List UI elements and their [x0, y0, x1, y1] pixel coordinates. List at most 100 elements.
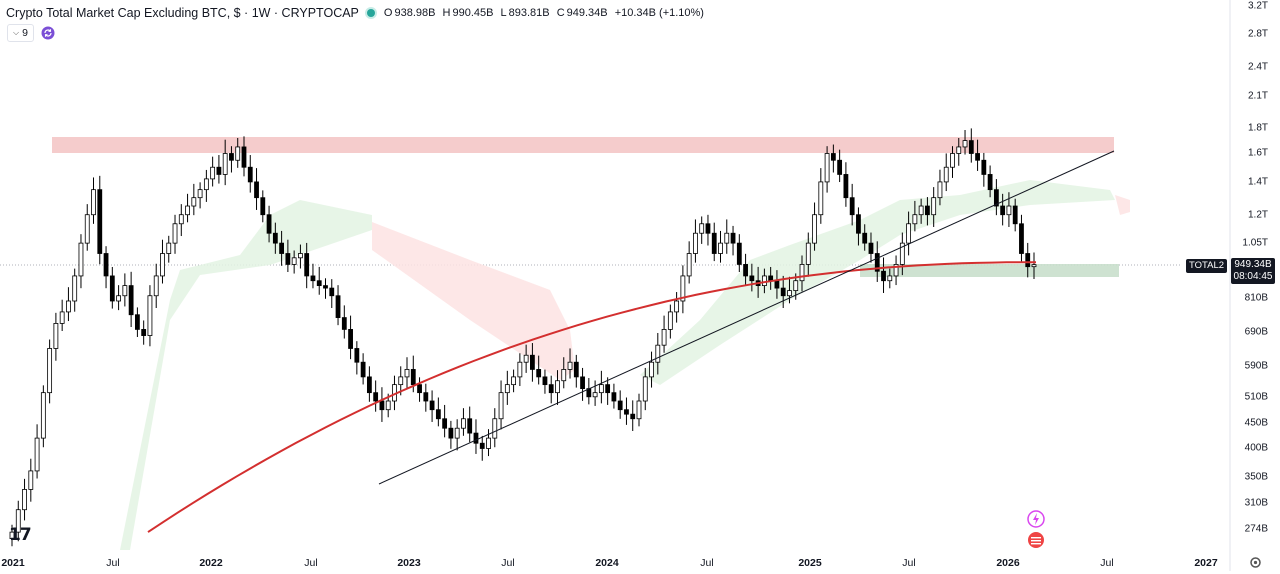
candle[interactable] — [818, 181, 824, 216]
candle[interactable] — [730, 232, 736, 244]
candle[interactable] — [874, 253, 880, 272]
candle[interactable] — [862, 232, 868, 244]
candle[interactable] — [72, 275, 78, 302]
candle[interactable] — [504, 384, 510, 394]
candle[interactable] — [84, 214, 90, 244]
candle[interactable] — [461, 418, 466, 429]
sync-icon[interactable] — [40, 25, 56, 41]
candle[interactable] — [191, 197, 197, 207]
candle[interactable] — [423, 392, 429, 402]
candle[interactable] — [868, 242, 874, 254]
candle[interactable] — [279, 242, 285, 254]
candle[interactable] — [341, 317, 347, 330]
candle[interactable] — [724, 232, 730, 244]
candle[interactable] — [417, 384, 422, 394]
candle[interactable] — [141, 329, 147, 336]
candle[interactable] — [617, 400, 623, 411]
candle[interactable] — [837, 159, 843, 175]
candle[interactable] — [542, 376, 548, 386]
candle[interactable] — [849, 197, 855, 216]
candle[interactable] — [931, 197, 937, 216]
candle[interactable] — [774, 280, 780, 289]
candle[interactable] — [160, 253, 165, 277]
candle[interactable] — [642, 376, 648, 402]
candle[interactable] — [1019, 223, 1024, 254]
candle[interactable] — [116, 295, 121, 302]
candle[interactable] — [59, 311, 65, 324]
candle[interactable] — [498, 392, 504, 420]
candle[interactable] — [680, 275, 686, 302]
candle[interactable] — [611, 392, 617, 402]
candle[interactable] — [580, 376, 585, 390]
candle[interactable] — [780, 287, 786, 297]
candle[interactable] — [592, 392, 598, 398]
candle[interactable] — [178, 214, 184, 225]
candle[interactable] — [1012, 205, 1018, 225]
candle[interactable] — [216, 166, 222, 175]
candle[interactable] — [128, 285, 134, 316]
candle[interactable] — [404, 369, 410, 378]
candle[interactable] — [260, 197, 266, 216]
candle[interactable] — [636, 400, 642, 420]
candle[interactable] — [943, 166, 949, 183]
candle[interactable] — [630, 413, 636, 420]
candle[interactable] — [523, 354, 529, 363]
lightning-icon[interactable] — [1027, 510, 1045, 528]
candle[interactable] — [736, 242, 742, 265]
candle[interactable] — [235, 146, 241, 161]
candle[interactable] — [304, 253, 310, 277]
candle[interactable] — [711, 232, 717, 254]
candle[interactable] — [686, 253, 692, 277]
candle[interactable] — [266, 214, 272, 234]
trendline[interactable] — [378, 150, 1115, 485]
candle[interactable] — [366, 376, 372, 394]
candle[interactable] — [718, 242, 723, 254]
candle[interactable] — [229, 153, 234, 161]
candle[interactable] — [693, 232, 698, 254]
candle[interactable] — [1025, 253, 1031, 268]
candle[interactable] — [805, 242, 811, 265]
candle[interactable] — [147, 295, 153, 336]
candle[interactable] — [103, 253, 109, 277]
candle[interactable] — [222, 153, 228, 175]
candle[interactable] — [530, 354, 535, 370]
candle[interactable] — [1031, 264, 1037, 268]
candle[interactable] — [91, 189, 96, 216]
candle[interactable] — [824, 153, 830, 183]
candle[interactable] — [78, 242, 84, 277]
candle[interactable] — [360, 361, 366, 378]
candle[interactable] — [291, 257, 297, 265]
candle[interactable] — [793, 280, 799, 292]
candle[interactable] — [987, 174, 993, 191]
candle[interactable] — [517, 361, 523, 378]
candle[interactable] — [429, 400, 435, 411]
gear-icon[interactable] — [1249, 556, 1262, 569]
candle[interactable] — [925, 205, 930, 216]
candle[interactable] — [743, 264, 748, 277]
candle[interactable] — [598, 384, 604, 394]
candle[interactable] — [22, 489, 27, 511]
candle[interactable] — [968, 140, 974, 154]
candle[interactable] — [799, 264, 805, 282]
candle[interactable] — [272, 232, 278, 244]
candle[interactable] — [34, 437, 40, 472]
candle[interactable] — [536, 369, 542, 378]
candle[interactable] — [310, 275, 316, 282]
candle[interactable] — [624, 409, 629, 415]
candle[interactable] — [323, 285, 328, 289]
candle[interactable] — [298, 253, 303, 259]
candle[interactable] — [899, 242, 905, 265]
candle[interactable] — [661, 329, 667, 346]
candle[interactable] — [787, 290, 792, 297]
moving-average-line[interactable] — [147, 261, 1036, 533]
candle[interactable] — [329, 287, 335, 297]
candle[interactable] — [348, 329, 353, 349]
candle[interactable] — [9, 531, 15, 540]
resistance-zone[interactable] — [52, 137, 1114, 153]
candle[interactable] — [241, 146, 247, 168]
candle[interactable] — [109, 275, 115, 302]
candle[interactable] — [15, 509, 21, 533]
candle[interactable] — [605, 384, 611, 394]
candle[interactable] — [134, 314, 140, 330]
